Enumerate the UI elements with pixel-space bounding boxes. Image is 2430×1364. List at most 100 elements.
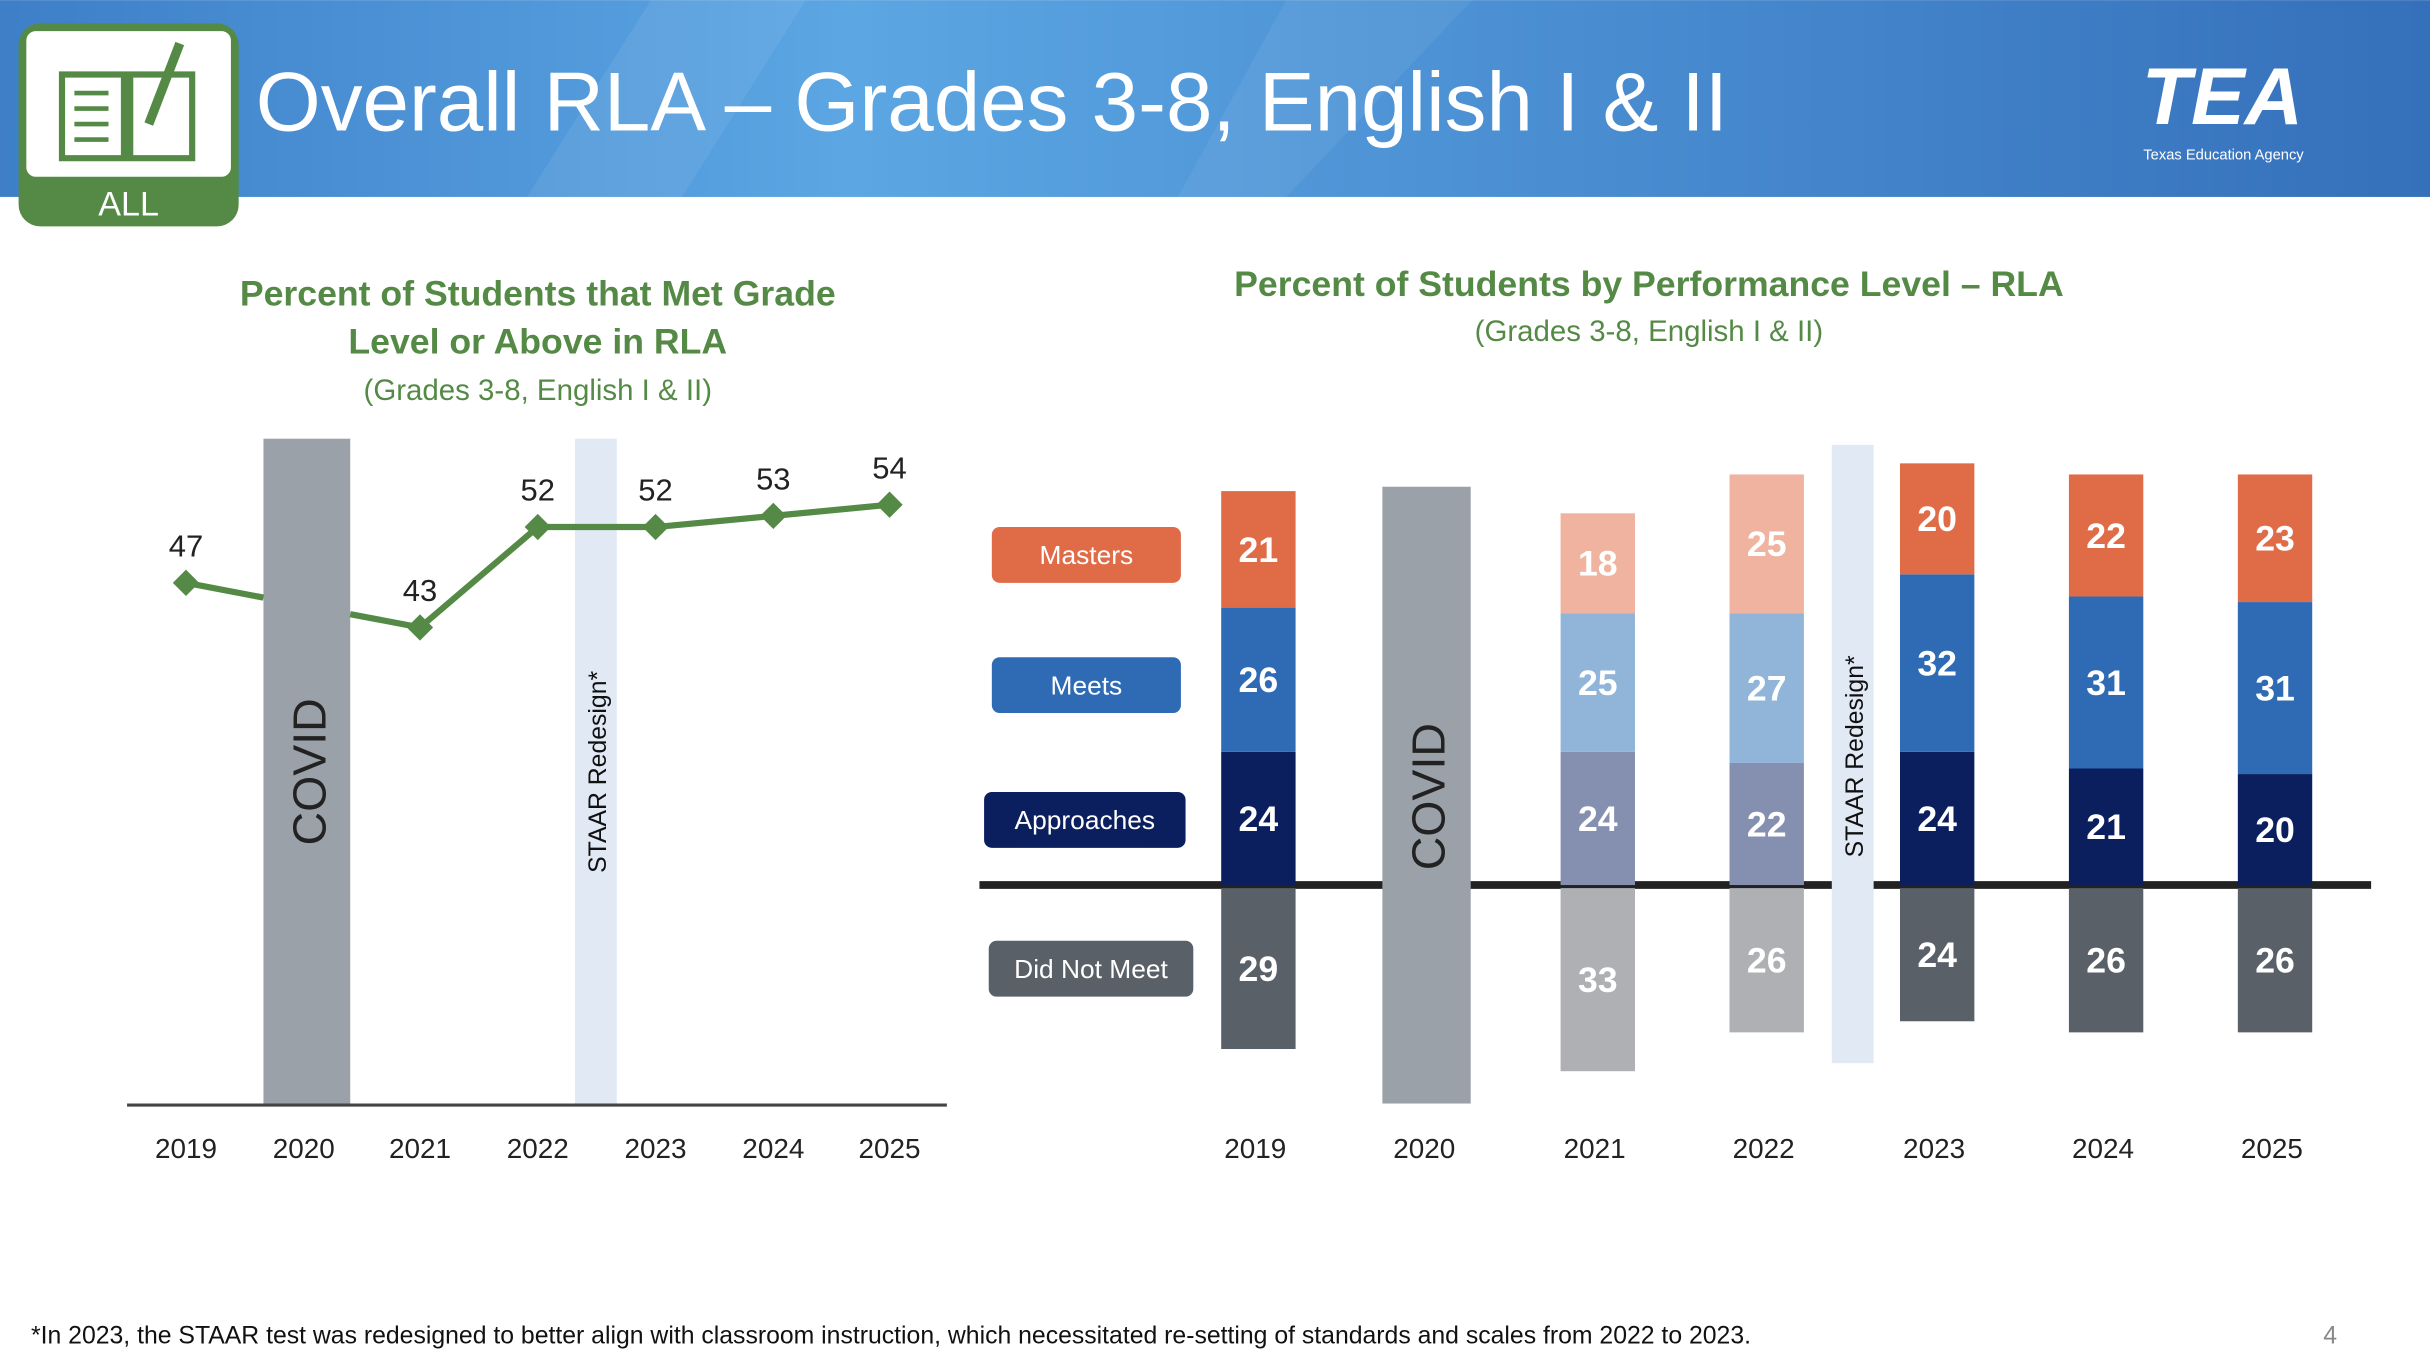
- x-tick-label: 2025: [2241, 1133, 2303, 1164]
- legend-swatch: [991, 657, 1181, 713]
- x-tick-label: 2023: [1903, 1133, 1965, 1164]
- bar-value-label: 24: [1917, 799, 1957, 839]
- logo-text: TEA: [2142, 52, 2303, 142]
- bar-value-label: 31: [2255, 668, 2295, 708]
- x-tick-label: 2020: [273, 1133, 335, 1164]
- bar-value-label: 32: [1917, 643, 1957, 683]
- bar-meets: [1560, 613, 1635, 752]
- bar-did-not-meet: [2237, 888, 2313, 1033]
- covid-band: [1382, 486, 1471, 1104]
- all-students-badge: ALL: [18, 23, 239, 227]
- bar-approaches: [1729, 762, 1804, 886]
- x-tick-label: 2024: [742, 1133, 804, 1164]
- legend-item-meets: Meets: [991, 657, 1181, 713]
- staar-band-overlay: [1831, 880, 1874, 890]
- data-point: [524, 513, 551, 541]
- book-pencil-icon: [58, 41, 196, 162]
- legend-label: Approaches: [1015, 805, 1156, 835]
- bar-value-label: 18: [1578, 544, 1618, 584]
- bar-did-not-meet: [2068, 888, 2144, 1033]
- badge-label: ALL: [98, 186, 159, 224]
- bar-value-label: 27: [1747, 668, 1787, 708]
- bar-value-label: 24: [1578, 799, 1618, 839]
- data-label: 53: [756, 462, 790, 497]
- bar-approaches: [1899, 751, 1975, 886]
- line-chart-title-1: Percent of Students that Met Grade: [240, 273, 836, 313]
- staar-band: [1831, 444, 1874, 1064]
- legend-item-did-not-meet: Did Not Meet: [988, 940, 1194, 997]
- data-point: [642, 513, 669, 541]
- bar-masters: [2237, 474, 2313, 603]
- data-point: [876, 491, 903, 518]
- bar-meets: [1729, 613, 1804, 763]
- data-label: 54: [872, 450, 906, 485]
- bar-value-label: 26: [1747, 941, 1787, 981]
- bar-masters: [1899, 463, 1975, 575]
- bar-meets: [1899, 574, 1975, 752]
- bar-did-not-meet: [1560, 888, 1635, 1072]
- staar-label: STAAR Redesign*: [585, 671, 612, 873]
- bar-value-label: 33: [1578, 960, 1618, 1000]
- covid-label: COVID: [1402, 723, 1454, 870]
- bar-value-label: 26: [2255, 941, 2295, 981]
- bar-value-label: 21: [2086, 807, 2126, 847]
- x-tick-label: 2021: [389, 1133, 451, 1164]
- bar-masters: [1221, 491, 1296, 608]
- bar-value-label: 20: [1917, 499, 1957, 539]
- legend-label: Did Not Meet: [1014, 954, 1168, 984]
- x-tick-label: 2021: [1564, 1133, 1626, 1164]
- bar-did-not-meet: [1221, 888, 1296, 1050]
- tea-logo: TEA Texas Education Agency: [2142, 52, 2305, 164]
- bar-approaches: [1560, 751, 1635, 886]
- x-tick-label: 2025: [859, 1133, 921, 1164]
- bar-value-label: 23: [2255, 519, 2295, 559]
- legend-item-masters: Masters: [991, 527, 1181, 583]
- bar-value-label: 20: [2255, 810, 2295, 850]
- bar-masters: [2068, 474, 2144, 597]
- data-point: [760, 502, 787, 530]
- covid-band-overlay: [1382, 880, 1471, 890]
- bar-value-label: 26: [2086, 941, 2126, 981]
- bar-value-label: 31: [2086, 663, 2126, 703]
- bar-meets: [2237, 602, 2313, 775]
- staar-band: [574, 438, 617, 1106]
- footnote: *In 2023, the STAAR test was redesigned …: [31, 1323, 1751, 1350]
- data-point: [406, 614, 434, 641]
- bar-chart-subtitle: (Grades 3-8, English I & II): [1475, 315, 1823, 348]
- x-tick-label: 2019: [155, 1133, 217, 1164]
- x-tick-label: 2019: [1224, 1133, 1286, 1164]
- x-tick-label: 2023: [625, 1133, 687, 1164]
- bar-value-label: 29: [1239, 949, 1279, 989]
- bar-chart-title: Percent of Students by Performance Level…: [1234, 264, 2064, 304]
- logo-subtext: Texas Education Agency: [2143, 148, 2304, 164]
- legend-item-approaches: Approaches: [984, 792, 1186, 848]
- bar-did-not-meet: [1729, 888, 1804, 1033]
- legend-swatch: [988, 940, 1194, 997]
- data-label: 43: [403, 573, 437, 608]
- bar-approaches: [1221, 751, 1296, 886]
- page-title: Overall RLA – Grades 3-8, English I & II: [256, 54, 1728, 148]
- bar-value-label: 24: [1239, 799, 1279, 839]
- legend-label: Meets: [1051, 670, 1123, 700]
- bar-value-label: 24: [1917, 935, 1957, 975]
- bar-approaches: [2068, 768, 2144, 886]
- line-marks: 2019 47 2020 2021 43 2022 52 2023 52 2024 53 2025 54: [155, 450, 921, 1163]
- bar-value-label: 22: [1747, 804, 1787, 844]
- header-banner: Overall RLA – Grades 3-8, English I & II…: [0, 0, 2430, 197]
- line-chart-subtitle: (Grades 3-8, English I & II): [364, 374, 712, 407]
- bar-meets: [2068, 596, 2144, 769]
- x-tick-label: 2022: [507, 1133, 569, 1164]
- data-point: [172, 569, 200, 596]
- series-line-segment: [185, 579, 265, 601]
- x-tick-label: 2020: [1393, 1133, 1455, 1164]
- bar-meets: [1221, 607, 1296, 752]
- legend-swatch: [991, 527, 1181, 583]
- data-label: 52: [521, 473, 555, 508]
- series-line-segment: [349, 501, 890, 631]
- bar-value-label: 22: [2086, 516, 2126, 556]
- bar-value-label: 25: [1747, 524, 1787, 564]
- x-tick-label: 2022: [1733, 1133, 1795, 1164]
- legend-swatch: [984, 792, 1186, 848]
- staar-label: STAAR Redesign*: [1842, 655, 1869, 857]
